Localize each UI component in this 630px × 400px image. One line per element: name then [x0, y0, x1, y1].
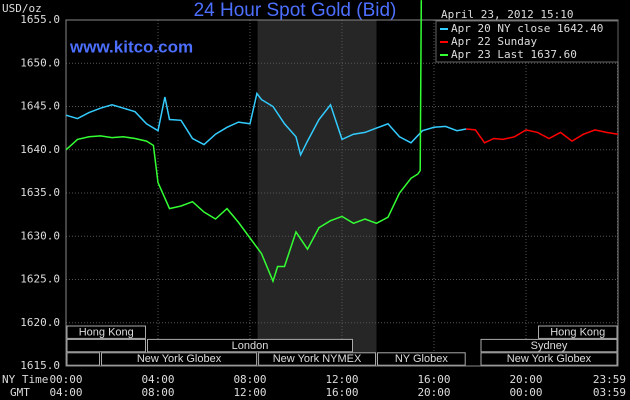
data-line: [466, 128, 619, 144]
legend-label: Apr 20 NY close 1642.40: [451, 22, 603, 35]
session-box: [480, 352, 618, 366]
session-label: Hong Kong: [550, 326, 605, 338]
x2-tick-label: 04:00: [49, 386, 82, 399]
x-tick-label: 04:00: [141, 373, 174, 386]
session-label: New York Globex: [137, 353, 222, 365]
y-tick-label: 1635.0: [20, 186, 60, 199]
timestamp: April 23, 2012 15:10: [441, 8, 573, 21]
x-tick-label: 20:00: [509, 373, 542, 386]
x2-tick-label: 16:00: [325, 386, 358, 399]
y-tick-label: 1620.0: [20, 316, 60, 329]
x-tick-label: 00:00: [49, 373, 82, 386]
session-box: [101, 352, 258, 366]
session-box: [66, 338, 146, 353]
data-line: [65, 0, 423, 284]
y-tick-label: 1645.0: [20, 100, 60, 113]
legend-box: [435, 20, 619, 63]
x-tick-label: 12:00: [325, 373, 358, 386]
session-label: New York NYMEX: [273, 353, 362, 365]
session-box: [147, 338, 353, 353]
session-label: London: [232, 340, 269, 352]
x2-tick-label: 20:00: [417, 386, 450, 399]
x2-tick-label: 00:00: [509, 386, 542, 399]
legend-label: Apr 23 Last 1637.60: [451, 48, 577, 61]
x-tick-label: 23:59: [593, 373, 626, 386]
chart-title: 24 Hour Spot Gold (Bid): [194, 0, 397, 21]
x-tick-label: 08:00: [233, 373, 266, 386]
session-box: [258, 352, 376, 366]
x-tick-label: 16:00: [417, 373, 450, 386]
legend-label: Apr 22 Sunday: [451, 35, 537, 48]
session-label: Sydney: [531, 340, 568, 352]
x2-tick-label: 12:00: [233, 386, 266, 399]
y-tick-label: 1630.0: [20, 229, 60, 242]
y-axis-label: USD/oz: [2, 2, 42, 15]
x2-axis-label: GMT: [10, 386, 30, 399]
y-tick-label: 1655.0: [20, 13, 60, 26]
y-tick-label: 1625.0: [20, 273, 60, 286]
session-label: New York Globex: [507, 353, 592, 365]
y-tick-label: 1640.0: [20, 143, 60, 156]
watermark: www.kitco.com: [69, 37, 193, 56]
session-box: [377, 352, 466, 366]
x2-tick-label: 08:00: [141, 386, 174, 399]
session-box: [66, 352, 100, 366]
plot-border: [65, 19, 619, 367]
x2-tick-label: 03:59: [593, 386, 626, 399]
session-label: Hong Kong: [79, 326, 134, 338]
y-tick-label: 1650.0: [20, 56, 60, 69]
session-box: [538, 325, 618, 339]
x-axis-label: NY Time: [2, 373, 48, 386]
session-box: [480, 338, 618, 353]
session-box: [66, 325, 146, 339]
session-label: NY Globex: [395, 353, 448, 365]
y-tick-label: 1615.0: [20, 359, 60, 372]
shaded-region: [257, 20, 377, 366]
data-line: [65, 91, 467, 158]
